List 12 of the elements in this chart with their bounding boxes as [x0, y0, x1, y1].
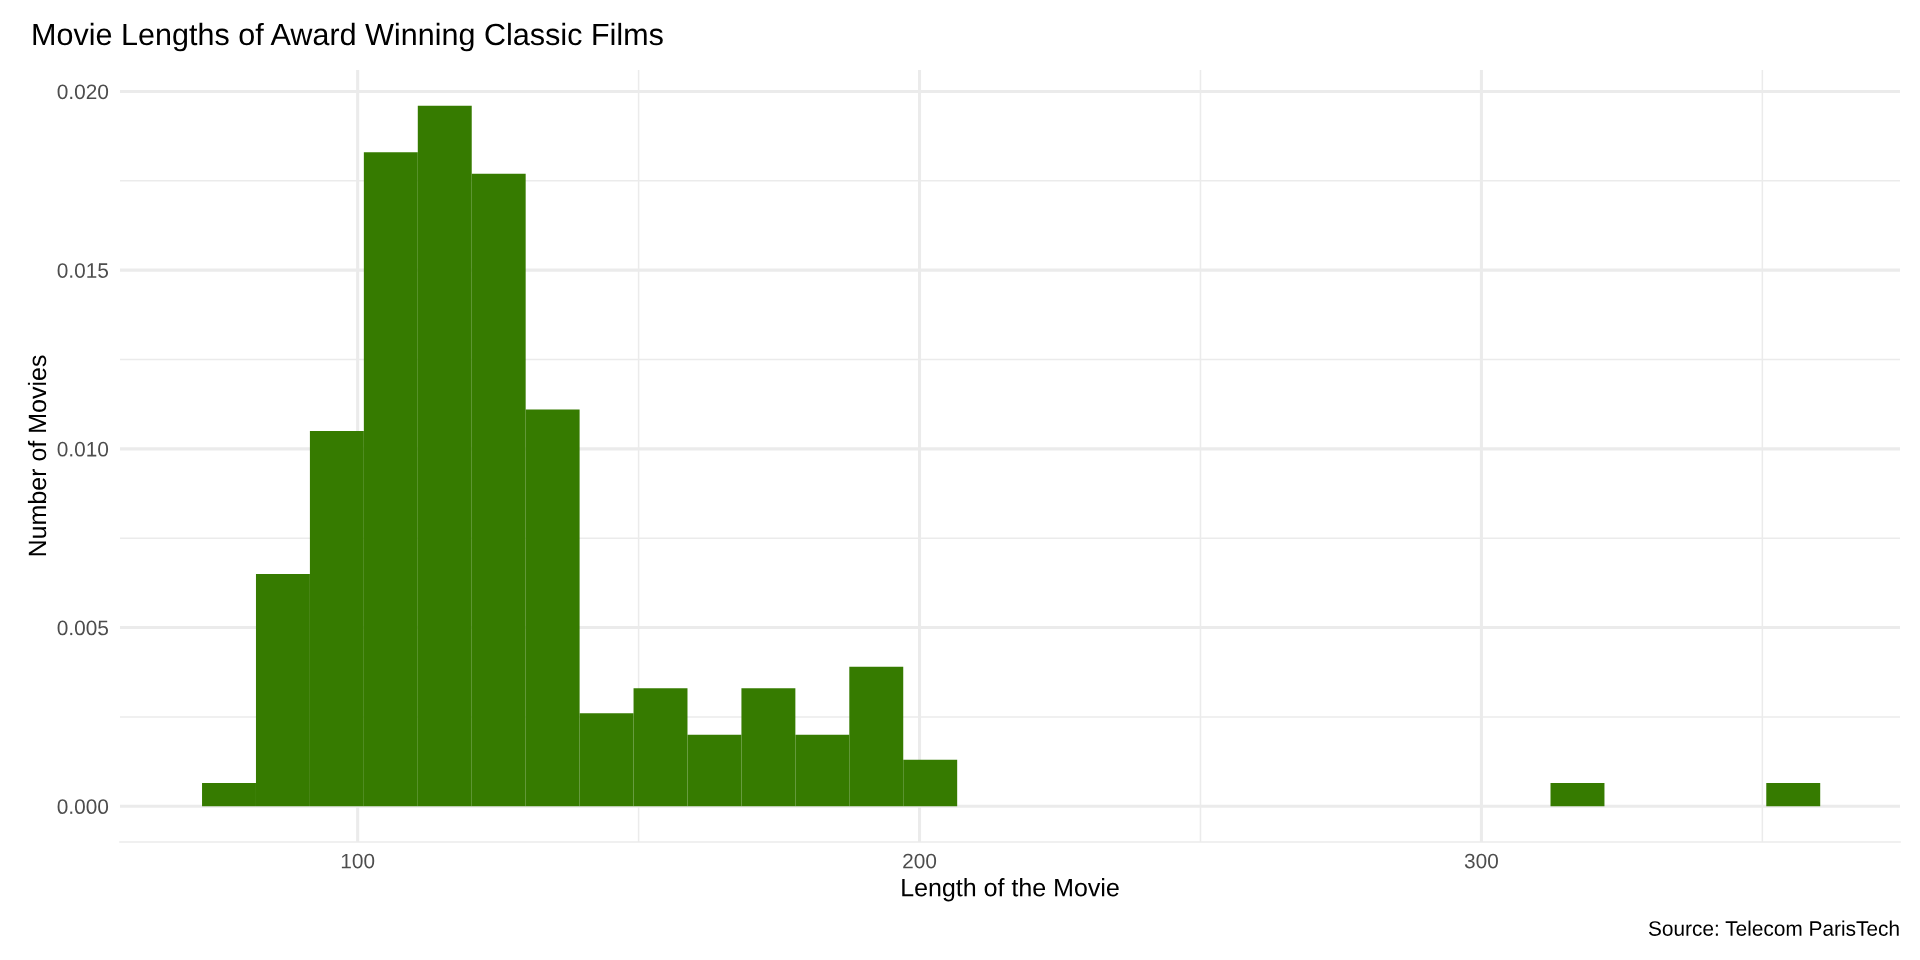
x-tick-label: 300: [1464, 853, 1498, 869]
y-tick-label: 0.000: [57, 799, 109, 815]
y-axis-title: Number of Movies: [27, 355, 47, 556]
chart-title: Movie Lengths of Award Winning Classic Films: [33, 22, 663, 52]
x-tick-label: 200: [903, 853, 937, 869]
source-note: Source: Telecom ParisTech: [1648, 920, 1899, 936]
x-axis-title: Length of the Movie: [902, 878, 1119, 902]
y-tick-label: 0.010: [57, 441, 109, 457]
y-tick-label: 0.015: [57, 263, 109, 278]
x-tick-label: 100: [341, 853, 375, 869]
y-tick-label: 0.005: [57, 620, 109, 636]
y-tick-label: 0.020: [57, 84, 109, 100]
